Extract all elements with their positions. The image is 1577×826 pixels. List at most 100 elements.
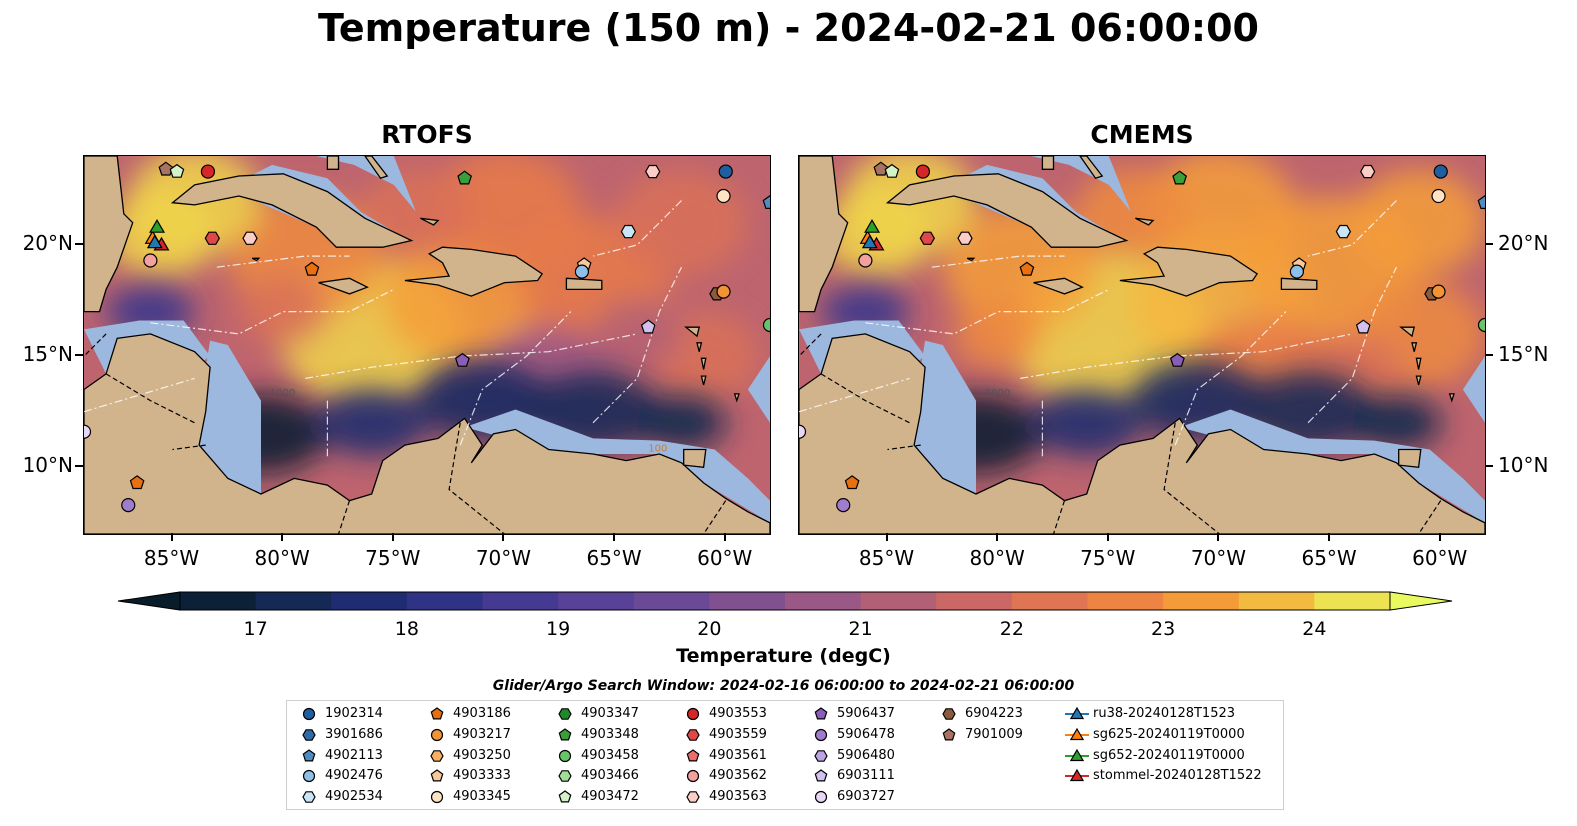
country-border [84,333,107,357]
eez-boundary [84,377,195,413]
marker-sg625-20240119T0000 [1069,727,1085,740]
contour-label: 1000 [985,388,1010,399]
float-markers [84,161,770,513]
colorbar-tick-label: 21 [848,618,873,640]
colorbar-tick-label: 17 [243,618,268,640]
lat-tick-label: 15°N [22,342,73,367]
rtofs-map-canvas: 1000 100 [84,156,770,534]
float-marker-icon [686,791,700,803]
lon-tick-mark [1217,533,1220,541]
colorbar-segment [482,592,559,610]
marker-stommel-20240128T1522 [1069,769,1085,782]
legend-label: 4903563 [709,789,767,805]
marker-4903562 [858,253,873,268]
float-marker-icon [558,728,572,741]
marker-4903561 [686,748,700,762]
colorbar-segment [406,592,483,610]
lon-tick-label: 75°W [1080,546,1136,570]
marker-4903458 [1477,317,1485,333]
legend-label: 4903348 [581,726,639,742]
marker-5906437 [814,707,828,720]
float-marker-icon [558,749,572,762]
marker-5906480 [814,749,828,762]
lon-tick-mark [1328,533,1331,541]
eez-boundary [1174,311,1287,446]
eez-boundary [592,266,683,424]
land-mass [1415,357,1422,370]
lon-tick-label: 60°W [697,546,753,570]
lon-tick-label: 75°W [365,546,421,570]
marker-6903727 [799,424,807,439]
float-marker-icon [302,748,316,762]
eez-boundary [1307,200,1397,257]
shallow-shelf [199,340,261,494]
marker-5906478 [836,497,851,513]
rtofs-map: 1000 100 [83,155,771,535]
marker-6904223 [942,708,956,720]
marker-4903466 [558,770,572,783]
lat-tick-label: 10°N [22,453,73,478]
marker-sg652-20240119T0000 [1069,748,1085,761]
marker-4903186 [430,707,444,720]
marker-4903559 [919,231,935,245]
float-marker-icon [430,769,444,782]
marker-4903559 [204,231,220,245]
legend-label: 4903250 [453,747,511,763]
marker-4902113 [302,748,316,762]
glider-track-icon [1065,727,1089,740]
land-mass [683,448,707,469]
land-mass [1399,326,1416,338]
float-marker-icon [430,749,444,762]
float-marker-icon [686,748,700,762]
colorbar-outline [179,591,1391,611]
float-marker-icon [814,728,828,741]
marker-4902534 [302,791,316,803]
land-mass [170,173,414,248]
float-marker-icon [942,708,956,720]
float-marker-icon [686,728,700,741]
marker-4902476 [1289,264,1305,279]
country-border [703,500,727,534]
marker-6903727 [814,791,828,804]
marker-1902314 [1433,164,1448,179]
country-border [820,373,910,424]
marker-4903563 [645,164,661,179]
marker-ru38-20240128T1523 [861,234,878,249]
legend-label: 1902314 [325,706,383,721]
lon-tick-label: 85°W [858,546,915,570]
colorbar-segment [860,592,937,610]
legend-label: 4903345 [453,789,511,805]
marker-4902476 [574,264,590,279]
colorbar-segment [709,592,786,610]
shallow-shelf [1031,156,1131,212]
land-mass [700,375,707,386]
float-marker-icon [302,770,316,783]
country-border [448,422,505,534]
float-marker-icon [558,770,572,783]
colorbar-extend-high [1389,591,1453,611]
lon-tick-label: 70°W [475,546,532,570]
country-border [105,373,195,424]
contour-label: 1000 [270,388,295,399]
legend-label: 4903562 [709,768,767,784]
legend-label: 4903458 [581,747,639,763]
marker-4903472 [169,163,185,178]
panel-title-cmems: CMEMS [1090,120,1194,149]
colorbar-extend-low [117,591,181,611]
land-mass [799,333,1485,534]
marker-6903111 [640,319,656,334]
legend-label: 6903111 [837,768,895,784]
float-marker-icon [814,749,828,762]
marker-1902314 [718,164,733,179]
land-mass [1033,277,1084,295]
colorbar-segment [1314,592,1391,610]
lon-tick-mark [170,533,173,541]
colorbar-segment [936,592,1013,610]
land-mass [364,156,389,179]
marker-sg652-20240119T0000 [149,219,166,233]
colorbar-tick-label: 24 [1302,618,1327,640]
marker-4903553 [200,164,216,179]
land-mass [404,246,544,297]
float-marker-icon [430,728,444,741]
land-mass [326,156,340,170]
